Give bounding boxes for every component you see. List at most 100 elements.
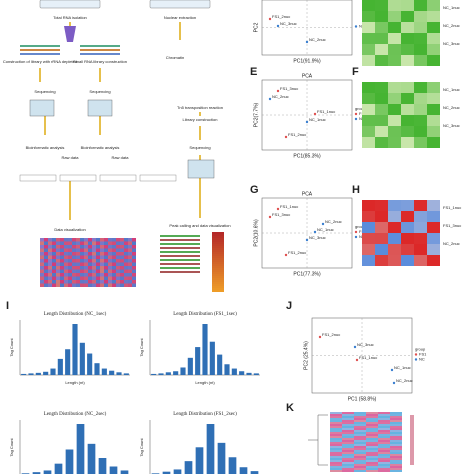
heat-cell bbox=[44, 255, 48, 259]
label: PC1(85.3%) bbox=[293, 153, 321, 159]
heat-cell bbox=[96, 266, 100, 270]
axes bbox=[19, 320, 130, 376]
bar bbox=[76, 424, 85, 474]
heat-cell bbox=[354, 444, 366, 446]
heat-cell bbox=[132, 280, 136, 284]
heat-cell bbox=[330, 464, 342, 466]
heat-cell bbox=[104, 283, 108, 287]
heat-cell bbox=[120, 266, 124, 270]
heat-cell bbox=[48, 283, 52, 287]
heat-cell bbox=[390, 414, 402, 416]
bar bbox=[43, 371, 49, 375]
label: Sequencing bbox=[189, 145, 210, 150]
bar bbox=[195, 347, 201, 375]
peak-band bbox=[212, 276, 224, 278]
heat-cell bbox=[112, 280, 116, 284]
heat-cell bbox=[414, 126, 427, 137]
peak-band bbox=[212, 234, 224, 236]
heat-cell bbox=[76, 259, 80, 263]
heat-cell bbox=[52, 283, 56, 287]
heat-cell bbox=[342, 438, 354, 440]
label: PCA bbox=[302, 191, 313, 197]
bar bbox=[184, 461, 193, 474]
label: FS1_2nuc bbox=[288, 132, 306, 137]
heat-cell bbox=[330, 434, 342, 436]
heat-cell bbox=[330, 418, 342, 420]
bar bbox=[79, 342, 85, 375]
label: NC_3nuc bbox=[357, 342, 374, 347]
heat-cell bbox=[108, 241, 112, 245]
heat-cell bbox=[388, 104, 401, 115]
heat-cell bbox=[388, 137, 401, 148]
bar bbox=[21, 373, 27, 375]
legend-dot bbox=[354, 235, 358, 239]
heat-cell bbox=[116, 259, 120, 263]
heat-cell bbox=[84, 280, 88, 284]
heat-cell bbox=[390, 416, 402, 418]
heat-cell bbox=[52, 255, 56, 259]
panel-letter: J bbox=[286, 300, 292, 312]
heat-cell bbox=[427, 211, 440, 222]
heat-cell bbox=[88, 269, 92, 273]
sample-point bbox=[353, 345, 357, 349]
label: FS1_3nuc bbox=[443, 223, 461, 228]
heat-cell bbox=[80, 252, 84, 256]
heat-cell bbox=[92, 255, 96, 259]
heat-cell bbox=[414, 44, 427, 55]
bar bbox=[101, 368, 107, 375]
label: FS1_3nuc bbox=[280, 86, 298, 91]
heat-cell bbox=[330, 416, 342, 418]
heat-cell bbox=[80, 255, 84, 259]
track bbox=[160, 267, 200, 269]
heat-cell bbox=[80, 238, 84, 242]
heat-cell bbox=[92, 238, 96, 242]
peak-band bbox=[212, 242, 224, 244]
heat-cell bbox=[72, 283, 76, 287]
heat-cell bbox=[120, 280, 124, 284]
heat-cell bbox=[378, 458, 390, 460]
label: Sequencing bbox=[89, 89, 110, 94]
heat-cell bbox=[68, 238, 72, 242]
bar bbox=[123, 373, 129, 375]
heat-cell bbox=[378, 438, 390, 440]
heat-cell bbox=[427, 11, 440, 22]
heat-cell bbox=[64, 252, 68, 256]
heat-cell bbox=[76, 269, 80, 273]
peak-band bbox=[212, 270, 224, 272]
heat-cell bbox=[104, 269, 108, 273]
heat-cell bbox=[388, 200, 401, 211]
label: Length Distribution (NC_1sec) bbox=[44, 312, 107, 317]
heat-cell bbox=[84, 259, 88, 263]
heat-cell bbox=[342, 426, 354, 428]
heat-cell bbox=[366, 456, 378, 458]
heat-cell bbox=[128, 252, 132, 256]
heat-cell bbox=[378, 440, 390, 442]
computer bbox=[87, 99, 113, 117]
heat-cell bbox=[362, 222, 375, 233]
peak-band bbox=[212, 260, 224, 262]
heat-cell bbox=[401, 93, 414, 104]
heat-cell bbox=[92, 241, 96, 245]
bar bbox=[202, 324, 208, 375]
heat-cell bbox=[72, 255, 76, 259]
heat-cell bbox=[104, 238, 108, 242]
heat-cell bbox=[48, 276, 52, 280]
heat-cell bbox=[366, 432, 378, 434]
heat-cell bbox=[80, 276, 84, 280]
heat-cell bbox=[128, 269, 132, 273]
heat-cell bbox=[390, 434, 402, 436]
heat-cell bbox=[375, 33, 388, 44]
heat-cell bbox=[116, 238, 120, 242]
heat-cell bbox=[330, 436, 342, 438]
heat-cell bbox=[388, 11, 401, 22]
sample-point bbox=[276, 24, 280, 28]
heat-cell bbox=[84, 266, 88, 270]
label: FS1_1nuc bbox=[280, 204, 298, 209]
heat-cell bbox=[128, 245, 132, 249]
heat-cell bbox=[342, 468, 354, 470]
peak-band bbox=[212, 280, 224, 282]
heat-cell bbox=[362, 244, 375, 255]
bar bbox=[35, 372, 41, 375]
heat-cell bbox=[120, 262, 124, 266]
heat-cell bbox=[96, 245, 100, 249]
